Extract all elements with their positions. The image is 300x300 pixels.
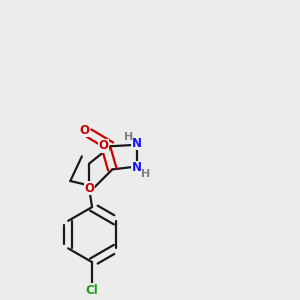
Text: N: N bbox=[132, 161, 142, 175]
Text: H: H bbox=[141, 169, 150, 179]
Text: O: O bbox=[99, 139, 109, 152]
Text: O: O bbox=[80, 124, 90, 137]
Text: H: H bbox=[124, 132, 134, 142]
Text: O: O bbox=[84, 182, 94, 195]
Text: Cl: Cl bbox=[86, 284, 98, 297]
Text: N: N bbox=[132, 137, 142, 150]
